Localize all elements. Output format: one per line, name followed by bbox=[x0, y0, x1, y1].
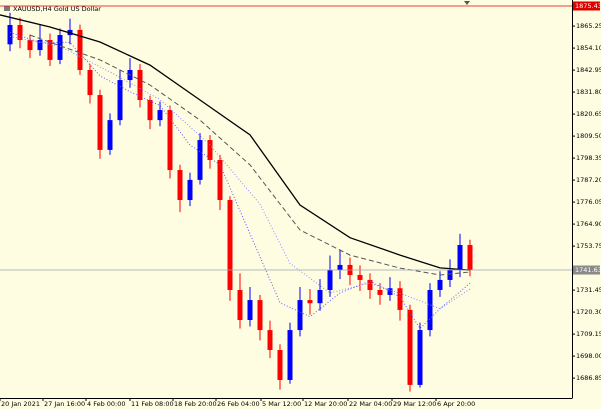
moving-average bbox=[0, 14, 471, 271]
candle-body bbox=[377, 290, 383, 295]
y-tick-label: 1842.95 bbox=[576, 66, 601, 74]
y-tick-label: 1753.75 bbox=[576, 242, 601, 250]
candle-body bbox=[467, 245, 473, 271]
moving-average bbox=[29, 34, 471, 276]
y-tick-label: 1809.50 bbox=[576, 132, 601, 140]
y-tick-label: 1698.00 bbox=[576, 352, 601, 360]
candle-body bbox=[97, 95, 103, 150]
candle-body bbox=[217, 159, 223, 201]
candle-body bbox=[277, 349, 283, 380]
y-tick-label: 1686.85 bbox=[576, 374, 601, 382]
x-tick-label: 12 Mar 20:00 bbox=[304, 400, 347, 408]
y-tick-label: 1831.80 bbox=[576, 88, 601, 96]
x-tick-label: 26 Feb 04:00 bbox=[217, 400, 260, 408]
candle-body bbox=[437, 279, 443, 291]
candle-body bbox=[177, 170, 183, 201]
candle-body bbox=[227, 200, 233, 291]
candle-body bbox=[257, 300, 263, 331]
price-label: 1875.43 bbox=[575, 2, 601, 10]
candle-body bbox=[57, 35, 63, 60]
candle-body bbox=[37, 39, 43, 51]
chart-title: XAUUSD,H4 Gold US Dollar bbox=[13, 5, 101, 13]
candle-body bbox=[337, 264, 343, 271]
candle-body bbox=[267, 330, 273, 350]
price-label: 1741.63 bbox=[575, 266, 601, 274]
y-tick-label: 1764.90 bbox=[576, 220, 601, 228]
candle-body bbox=[317, 290, 323, 304]
candle-body bbox=[17, 25, 23, 40]
candle-body bbox=[387, 288, 393, 295]
x-tick-label: 4 Feb 00:00 bbox=[87, 400, 126, 408]
panel-toggle[interactable] bbox=[464, 1, 470, 5]
y-tick-label: 1720.30 bbox=[576, 308, 601, 316]
candle-body bbox=[117, 80, 123, 121]
candle-body bbox=[327, 270, 333, 291]
candle-body bbox=[77, 29, 83, 70]
candle-body bbox=[237, 290, 243, 320]
symbol-icon bbox=[4, 6, 10, 11]
candle-body bbox=[307, 300, 313, 304]
plot bbox=[0, 12, 473, 392]
price-box bbox=[573, 265, 600, 275]
x-tick-label: 6 Apr 20:00 bbox=[437, 400, 475, 408]
candle-body bbox=[187, 179, 193, 201]
candle-body bbox=[457, 245, 463, 271]
y-tick-label: 1787.20 bbox=[576, 176, 601, 184]
x-tick-label: 5 Mar 12:00 bbox=[262, 400, 301, 408]
moving-average bbox=[9, 35, 471, 310]
candle-body bbox=[47, 39, 53, 60]
y-tick-label: 1865.25 bbox=[576, 22, 601, 30]
x-tick-label: 20 Jan 2021 bbox=[1, 400, 40, 408]
candle-body bbox=[207, 140, 213, 160]
candle-body bbox=[87, 69, 93, 96]
candle-body bbox=[137, 69, 143, 100]
candle-body bbox=[447, 270, 453, 280]
candle-body bbox=[157, 110, 163, 121]
y-tick-label: 1854.10 bbox=[576, 44, 601, 52]
candle-body bbox=[397, 288, 403, 310]
y-tick-label: 1709.15 bbox=[576, 330, 601, 338]
candle-body bbox=[197, 140, 203, 180]
candle-body bbox=[417, 330, 423, 385]
candle-body bbox=[147, 99, 153, 121]
candle-body bbox=[27, 39, 33, 51]
candle-body bbox=[167, 110, 173, 171]
candle-body bbox=[7, 25, 13, 45]
y-tick-label: 1798.35 bbox=[576, 154, 601, 162]
x-tick-label: 29 Mar 12:00 bbox=[393, 400, 436, 408]
candle-body bbox=[367, 279, 373, 291]
candle-body bbox=[297, 300, 303, 331]
candle-body bbox=[287, 330, 293, 380]
price-box bbox=[573, 1, 600, 11]
candle-body bbox=[107, 120, 113, 150]
y-tick-label: 1731.45 bbox=[576, 286, 601, 294]
y-tick-label: 1820.65 bbox=[576, 110, 601, 118]
y-tick-label: 1776.05 bbox=[576, 198, 601, 206]
candle-body bbox=[357, 275, 363, 280]
candle-body bbox=[407, 309, 413, 385]
x-tick-label: 22 Mar 04:00 bbox=[349, 400, 392, 408]
candle-body bbox=[427, 290, 433, 331]
x-tick-label: 11 Feb 08:00 bbox=[131, 400, 174, 408]
x-tick-label: 27 Jan 16:00 bbox=[44, 400, 85, 408]
candle-body bbox=[247, 300, 253, 320]
x-tick-label: 18 Feb 20:00 bbox=[174, 400, 217, 408]
